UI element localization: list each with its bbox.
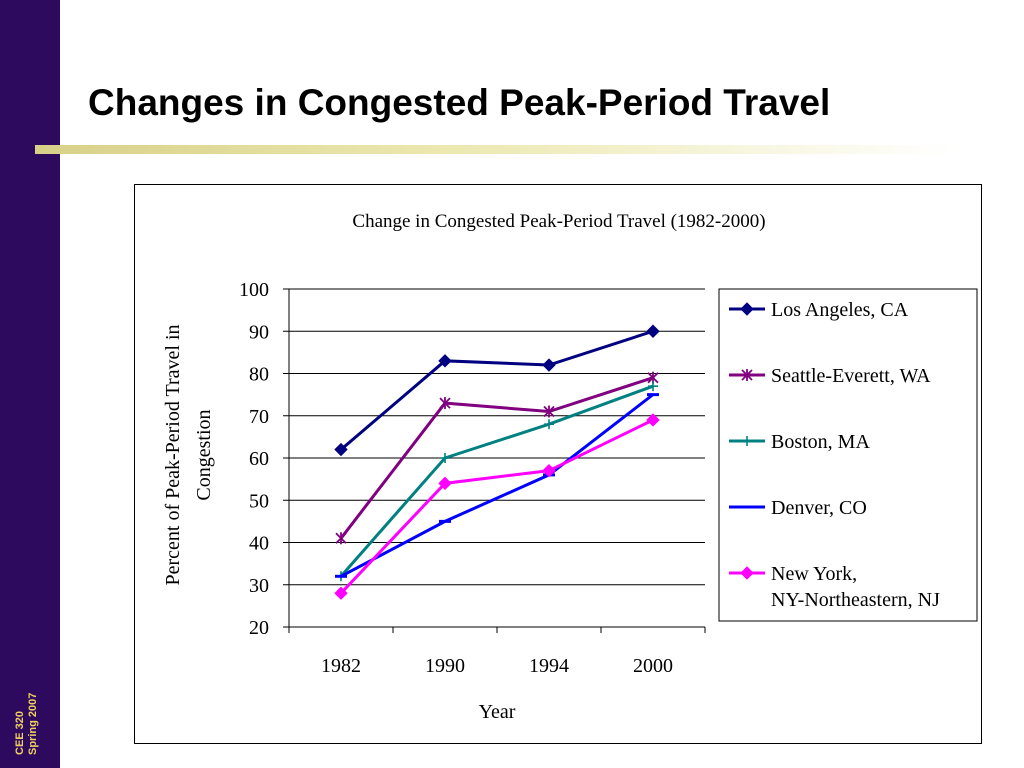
legend-item: Boston, MA — [729, 431, 870, 453]
footer-course: CEE 320 — [14, 710, 26, 755]
legend-label: Denver, CO — [771, 497, 867, 519]
series-line — [339, 376, 654, 540]
data-point-marker — [542, 463, 556, 478]
legend-item: Seattle-Everett, WA — [729, 365, 931, 387]
y-tick-label: 50 — [249, 490, 269, 512]
line-chart: Change in Congested Peak-Period Travel (… — [162, 211, 978, 723]
x-axis-label: Year — [479, 701, 516, 723]
y-tick-label: 60 — [249, 448, 269, 470]
data-point-marker — [438, 354, 452, 368]
x-tick-label: 1982 — [321, 655, 361, 677]
data-point-marker — [438, 476, 452, 491]
footer-course-label: CEE 320 Spring 2007 — [14, 693, 40, 755]
data-point-marker — [439, 397, 451, 410]
title-rule — [35, 145, 955, 154]
legend-label: Seattle-Everett, WA — [771, 365, 931, 387]
data-point-marker — [646, 413, 660, 427]
slide-title: Changes in Congested Peak-Period Travel — [88, 82, 831, 123]
x-tick-label: 1990 — [425, 655, 465, 677]
y-tick-label: 90 — [249, 321, 269, 343]
data-point-marker — [542, 358, 556, 372]
data-point-marker — [543, 405, 555, 418]
legend-box — [718, 288, 978, 622]
data-point-marker — [440, 453, 450, 463]
series-5 — [334, 413, 660, 600]
y-tick-label: 30 — [249, 575, 269, 597]
data-point-marker — [544, 419, 554, 430]
legend-marker — [740, 302, 754, 316]
y-tick-label: 100 — [239, 279, 269, 301]
y-axis-label: Percent of Peak-Period Travel in Congest… — [162, 324, 215, 585]
series-line — [339, 418, 654, 595]
grid-lines — [289, 288, 705, 586]
legend-item: Los Angeles, CA — [729, 299, 909, 321]
legend-item: Denver, CO — [729, 497, 867, 519]
legend-label: Boston, MA — [771, 431, 870, 453]
y-tick-label: 20 — [249, 617, 269, 639]
data-point-marker — [335, 532, 347, 545]
data-point-marker — [334, 586, 348, 600]
series-1 — [334, 324, 660, 457]
series-line — [340, 393, 654, 578]
y-tick-label: 70 — [249, 406, 269, 428]
legend-marker — [741, 369, 753, 381]
series-line — [339, 384, 654, 578]
legend-marker — [740, 566, 754, 580]
data-point-marker — [648, 381, 658, 392]
y-axis-label-line1: Percent of Peak-Period Travel in — [162, 324, 184, 585]
y-tick-label: 40 — [249, 533, 269, 555]
legend-item: New York, NY-Northeastern, NJ — [729, 563, 940, 611]
chart-title: Change in Congested Peak-Period Travel (… — [352, 211, 765, 232]
y-axis-label-line2: Congestion — [193, 409, 215, 500]
x-tick-label: 2000 — [633, 655, 673, 677]
sidebar: CEE 320 Spring 2007 — [0, 0, 60, 768]
legend: Los Angeles, CA Seattle-Everett, WA Boston… — [718, 288, 978, 622]
footer-term: Spring 2007 — [27, 692, 39, 755]
legend-label: New York, NY-Northeastern, NJ — [771, 563, 940, 611]
series-lines — [334, 324, 660, 600]
legend-marker — [742, 436, 752, 446]
y-tick-label: 80 — [249, 364, 269, 386]
series-2 — [335, 371, 659, 545]
x-tick-label: 1994 — [529, 655, 569, 677]
data-point-marker — [334, 442, 348, 457]
series-line — [340, 329, 654, 451]
data-point-marker — [646, 324, 660, 338]
chart-frame: Change in Congested Peak-Period Travel (… — [134, 184, 982, 744]
legend-label: Los Angeles, CA — [771, 299, 909, 321]
axes: 20 30 40 50 60 70 80 90 100 1982 1990 1994 2000 — [239, 279, 706, 677]
